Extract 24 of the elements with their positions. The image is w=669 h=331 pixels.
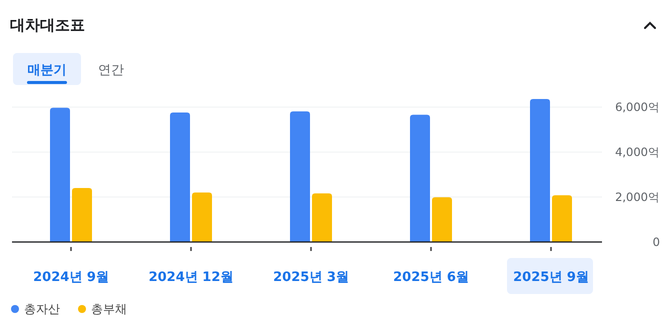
- x-tick-label: 2025년 6월: [393, 270, 469, 285]
- x-tick-label: 2024년 9월: [33, 270, 109, 285]
- y-tick-label: 0: [652, 235, 660, 249]
- bar: [192, 192, 212, 242]
- bar: [290, 111, 310, 242]
- y-tick-label: 4,000억: [615, 145, 660, 160]
- bar: [72, 188, 92, 242]
- x-tick-label: 2024년 12월: [148, 270, 234, 285]
- bar: [50, 108, 70, 242]
- x-tick-label: 2025년 3월: [273, 270, 349, 285]
- bar: [530, 99, 550, 242]
- bar: [410, 114, 430, 242]
- bar: [552, 195, 572, 242]
- y-tick-label: 6,000억: [615, 100, 660, 114]
- text: 연간: [98, 63, 124, 78]
- bar: [432, 197, 452, 242]
- bar: [312, 193, 332, 242]
- bar: [170, 112, 190, 242]
- text: 매분기: [28, 63, 66, 78]
- x-tick-label: 2025년 9월: [513, 270, 589, 285]
- y-tick-label: 2,000억: [615, 190, 660, 204]
- legend-label: 총자산: [24, 302, 60, 316]
- chart-title: 대차대조표: [10, 16, 85, 34]
- legend-label: 총부채: [91, 302, 127, 316]
